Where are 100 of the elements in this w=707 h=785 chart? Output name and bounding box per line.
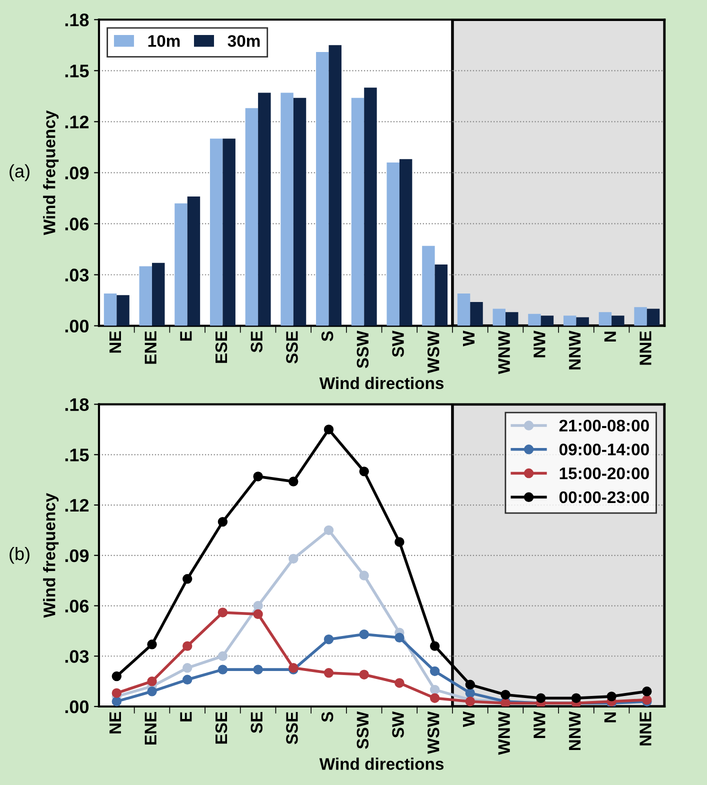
x-tick-label: WNW [498,330,510,374]
point [112,696,122,706]
x-tick-label: SE [250,712,263,734]
x-tick-label: SW [392,330,404,358]
y-tick-label: .15 [65,448,89,462]
bar [293,98,306,326]
x-tick-label: WSW [427,711,440,754]
point [112,671,122,682]
bar [646,308,660,326]
bar [563,316,576,326]
x-tick-label: S [321,712,334,722]
y-tick-label: .03 [65,268,89,282]
y-tick-label: .06 [65,218,89,230]
point [430,666,440,676]
x-tick-label: NE [110,712,121,734]
point [606,692,616,702]
bar [152,262,165,326]
x-tick-label: NNW [569,711,581,750]
point [218,608,228,618]
bar [434,264,448,326]
point [394,537,404,547]
legend-label: 21:00-08:00 [559,420,649,432]
y-tick-label: .00 [65,320,89,332]
x-tick-label: S [321,331,334,342]
point [182,663,192,673]
y-tick-label: .06 [65,600,89,612]
point [324,668,334,678]
x-tick-label: ESE [215,712,228,744]
legend-label: 30m [228,35,260,47]
legend-label: 09:00-14:00 [559,444,649,456]
bar [457,293,470,326]
point [430,641,440,651]
x-tick-label: NW [534,330,546,358]
x-tick-label: WNW [498,711,510,755]
x-tick-label: E [180,712,192,722]
x-tick-label: SSE [286,712,298,744]
x-tick-label: SE [250,331,263,352]
point [359,570,369,580]
bar [540,316,554,326]
x-tick-label: NE [110,331,121,353]
point [536,693,546,703]
bar [576,317,589,326]
point [394,678,404,688]
y-tick-label: .09 [65,549,89,562]
point [182,641,192,651]
bar [222,138,236,326]
x-tick-label: W [463,711,474,728]
point [112,688,122,698]
point [218,651,228,661]
x-tick-label: W [463,330,474,346]
legend-label: 15:00-20:00 [560,467,649,480]
point [288,554,298,564]
bar [364,88,377,326]
point [642,686,652,696]
point [253,664,263,674]
point [359,466,369,476]
bar [187,196,200,326]
x-tick-label: N [604,332,616,342]
bar [598,312,612,326]
legend-label: 00:00-23:00 [559,491,649,504]
bar [316,52,329,326]
x-axis-title: Wind directions [319,376,444,390]
x-tick-label: SSW [356,330,369,368]
bar [612,316,624,326]
point [465,680,476,690]
point [571,693,582,703]
x-tick-label: NNE [640,712,652,746]
bar [492,308,506,326]
bar [528,314,541,326]
point [253,609,263,620]
bar [139,266,152,326]
point [288,476,298,486]
x-tick-label: ESE [215,331,228,363]
bar [328,45,342,326]
bar [399,159,412,326]
point [500,690,510,700]
point [218,516,228,527]
x-tick-label: NNE [640,331,652,365]
x-tick-label: NNW [569,330,581,370]
point [253,600,263,611]
bar [422,246,435,326]
point [359,670,369,680]
y-tick-label: .18 [65,14,89,26]
x-tick-label: ENE [144,331,156,364]
point [324,525,334,536]
y-axis-title: Wind frequency [43,110,59,236]
x-tick-label: ENE [144,712,156,745]
bar [280,92,294,326]
bar [351,98,364,326]
x-tick-label: SW [392,711,404,738]
bar [116,295,130,326]
y-tick-label: .12 [65,498,89,512]
y-tick-label: .03 [65,650,89,663]
y-tick-label: .00 [65,700,89,714]
bar [258,92,271,326]
point [147,686,157,696]
y-tick-label: .09 [65,166,89,180]
point [430,693,440,703]
x-tick-label: SSE [286,331,298,364]
y-tick-label: .18 [65,398,89,411]
